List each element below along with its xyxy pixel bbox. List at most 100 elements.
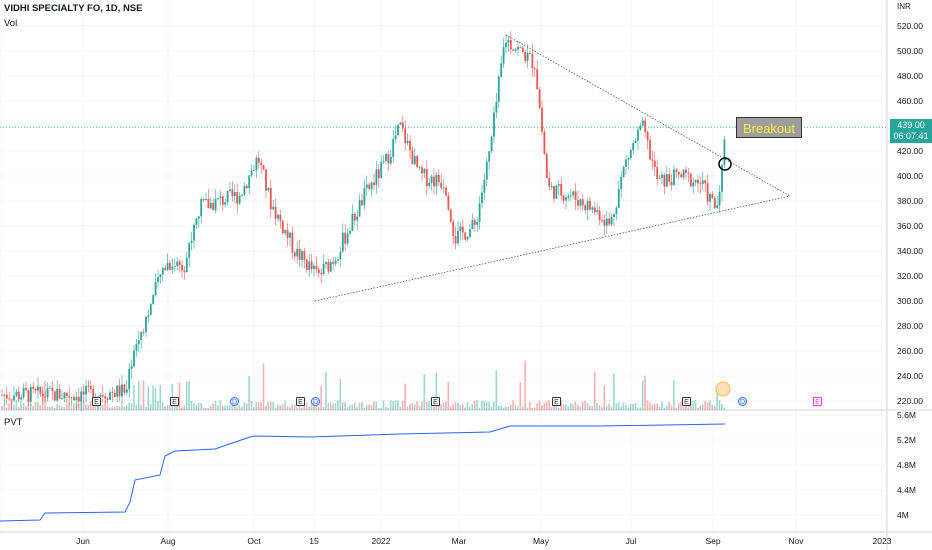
candle [190, 231, 193, 251]
candle [723, 136, 726, 169]
candle [461, 219, 464, 241]
candle-body [514, 49, 517, 51]
volume-bar [44, 380, 46, 410]
candle-body [473, 220, 476, 225]
candle-body [692, 182, 695, 187]
candle [418, 165, 421, 171]
candle-body [130, 366, 133, 369]
dividend-event-marker[interactable]: D [311, 397, 320, 406]
dividend-event-marker[interactable]: D [230, 397, 239, 406]
candle-body [433, 176, 435, 187]
candle-body [457, 230, 459, 244]
volume-bar [536, 403, 538, 410]
breakout-annotation[interactable]: Breakout [736, 117, 802, 138]
candle-body [13, 395, 15, 401]
candle [351, 204, 354, 231]
candle-body [488, 151, 491, 162]
time-tick-label: Nov [788, 536, 804, 546]
volume-bar [56, 404, 58, 410]
volume-bar [723, 407, 726, 410]
candle [601, 215, 603, 223]
volume-bar [113, 406, 116, 410]
candle-body [116, 385, 119, 397]
volume-bar [3, 403, 6, 410]
candle [394, 125, 397, 144]
pvt-tick-label: 4M [897, 510, 909, 520]
candle [236, 184, 239, 214]
earnings-event-marker[interactable]: E [431, 397, 440, 406]
candle-body [466, 237, 469, 240]
candle-body [267, 187, 270, 191]
candle-body [591, 207, 594, 210]
candle [399, 121, 402, 126]
volume-bar [238, 405, 241, 410]
volume-bar [224, 405, 226, 410]
candle [82, 384, 85, 403]
candle-body [32, 386, 35, 389]
candle-body [154, 282, 157, 295]
volume-bar [289, 407, 291, 410]
earnings-event-marker[interactable]: E [296, 397, 305, 406]
volume-indicator-label[interactable]: Vol [4, 18, 18, 29]
volume-bar [231, 405, 234, 410]
volume-bar [94, 406, 97, 410]
candle [699, 176, 702, 194]
candle-body [17, 391, 20, 400]
dividend-event-marker[interactable]: D [738, 397, 747, 406]
volume-bar [505, 406, 507, 410]
volume-bar [140, 405, 142, 410]
volume-bar [10, 400, 13, 410]
candle-body [63, 392, 66, 399]
candle-body [289, 232, 291, 238]
volume-bar [709, 400, 711, 410]
volume-bar [653, 403, 656, 410]
symbol-title[interactable]: VIDHI SPECIALTY FO, 1D, NSE [4, 3, 143, 14]
volume-bar [435, 372, 438, 410]
candle [8, 391, 11, 401]
volume-bar [219, 400, 222, 410]
candle [125, 379, 128, 396]
candle-body [507, 40, 510, 43]
earnings-event-marker[interactable]: E [92, 397, 101, 406]
candle [154, 273, 157, 297]
volume-bar [416, 401, 418, 410]
earnings-event-marker[interactable]: E [170, 397, 179, 406]
volume-bar [15, 400, 18, 410]
candle-body [353, 213, 356, 221]
volume-bar [181, 407, 183, 410]
volume-bar [274, 407, 277, 410]
earnings-event-marker[interactable]: E [552, 397, 561, 406]
candle-body [490, 136, 493, 152]
pvt-indicator-label[interactable]: PVT [4, 417, 23, 428]
candle [615, 206, 618, 221]
volume-bar [473, 400, 476, 410]
time-tick-label: 15 [309, 536, 319, 546]
price-tick-label: 320.00 [897, 271, 923, 281]
candle-body [502, 47, 505, 64]
volume-bar [308, 406, 310, 410]
candle-body [440, 182, 443, 188]
candle [502, 38, 505, 68]
candle [538, 86, 541, 110]
volume-bar [656, 403, 658, 410]
candle-body [200, 199, 203, 217]
candle-body [205, 198, 207, 201]
candle [397, 124, 399, 136]
earnings-event-marker[interactable]: E [813, 397, 822, 406]
volume-bar [229, 405, 231, 410]
candle [140, 331, 143, 349]
candle [332, 256, 335, 271]
candle-body [106, 398, 109, 400]
volume-bar [411, 403, 414, 410]
candle-body [637, 129, 639, 141]
volume-bar [514, 404, 517, 410]
candle [449, 208, 452, 223]
price-tick-label: 360.00 [897, 221, 923, 231]
candle-body [401, 122, 404, 129]
candle-body [541, 107, 543, 132]
earnings-event-marker[interactable]: E [682, 397, 691, 406]
candle-body [469, 229, 471, 238]
candle-body [709, 194, 711, 202]
candle-body [121, 384, 123, 397]
